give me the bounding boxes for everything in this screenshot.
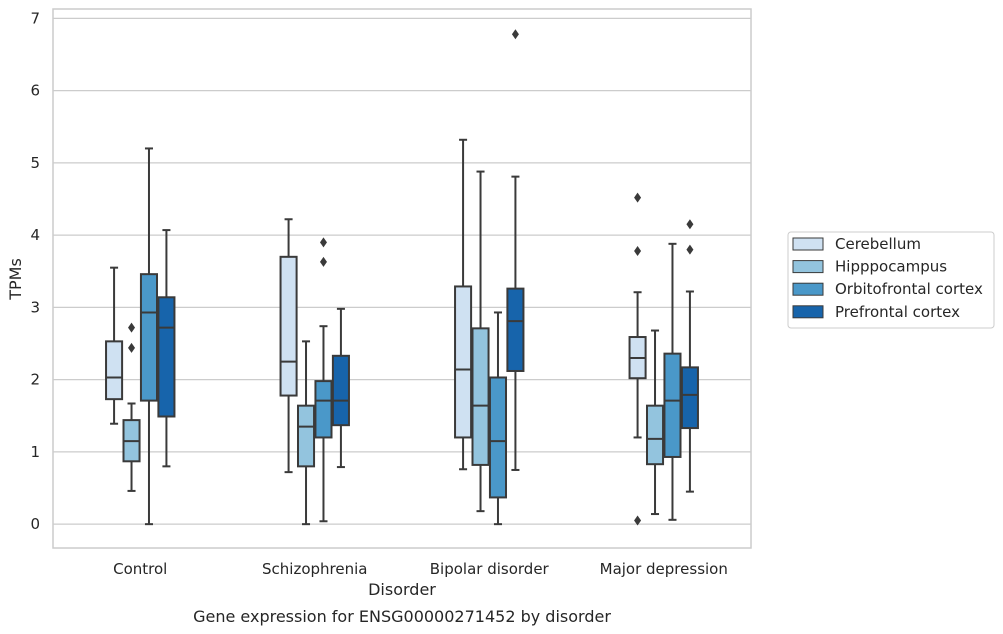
outlier-point [634,192,642,203]
x-tick-label: Bipolar disorder [430,560,550,578]
box-orbitofrontal-cortex-major-depression [663,242,682,521]
iqr-box [506,287,525,372]
outlier-point [128,322,136,333]
iqr-box [488,376,508,499]
x-tick-label: Major depression [600,560,728,578]
y-tick-label: 4 [30,226,40,244]
box-cerebellum-bipolar-disorder [454,138,473,471]
y-tick-label: 7 [30,9,40,27]
x-axis-title: Disorder [368,580,436,599]
iqr-box [331,354,350,427]
iqr-box [139,273,159,402]
iqr-box [296,404,316,468]
iqr-box [314,380,333,439]
y-tick-label: 6 [30,82,40,100]
iqr-box [279,255,298,397]
legend-label: Orbitofrontal cortex [835,280,983,298]
legend-frame [787,231,995,329]
iqr-box [157,296,176,418]
x-tick-label: Schizophrenia [262,560,367,578]
iqr-box [105,340,124,401]
y-tick-label: 0 [30,515,40,533]
iqr-box [471,327,490,466]
outlier-point [128,342,136,353]
legend-label: Prefrontal cortex [835,303,960,321]
outlier-point [686,244,694,255]
legend-swatch [792,237,824,251]
x-tick-labels: Control Schizophrenia Bipolar disorder Majo… [113,560,728,578]
iqr-box [663,352,682,458]
legend-swatch [792,260,824,274]
box-hipppocampus-schizophrenia [296,340,316,526]
box-cerebellum-schizophrenia [279,218,298,474]
box-hipppocampus-bipolar-disorder [471,170,490,513]
box-prefrontal-cortex-control [157,229,176,468]
y-axis-title: TPMs [6,258,25,301]
box-orbitofrontal-cortex-schizophrenia [314,237,333,523]
y-tick-label: 2 [30,371,40,389]
outlier-point [634,515,642,526]
y-tick-label: 1 [30,443,40,461]
iqr-box [680,366,699,430]
outlier-point [686,219,694,230]
box-cerebellum-major-depression [628,192,647,526]
box-cerebellum-control [105,266,124,425]
plot-area [53,9,751,548]
plot-frame [52,8,752,549]
box-hipppocampus-major-depression [645,329,665,516]
x-tick-label: Control [113,560,167,578]
legend: Cerebellum Hipppocampus Orbitofrontal cort… [787,231,995,329]
iqr-box [645,404,665,466]
legend-label: Hipppocampus [835,258,947,276]
legend-label: Cerebellum [835,235,921,253]
iqr-box [454,285,473,439]
y-tick-labels: 0 1 2 3 4 5 6 7 [30,9,40,533]
y-tick-label: 3 [30,298,40,316]
box-prefrontal-cortex-schizophrenia [331,307,350,469]
box-orbitofrontal-cortex-control [139,147,159,526]
box-prefrontal-cortex-major-depression [680,219,699,493]
outlier-point [511,29,519,40]
figure-caption: Gene expression for ENSG00000271452 by d… [193,607,611,626]
legend-swatch [792,305,824,319]
box-prefrontal-cortex-bipolar-disorder [506,29,525,471]
outlier-point [319,237,327,248]
box-orbitofrontal-cortex-bipolar-disorder [488,311,508,526]
y-tick-label: 5 [30,154,40,172]
legend-swatch [792,282,824,296]
outlier-point [319,256,327,267]
outlier-point [634,246,642,257]
box-groups [105,29,699,526]
box-hipppocampus-control [122,322,141,492]
